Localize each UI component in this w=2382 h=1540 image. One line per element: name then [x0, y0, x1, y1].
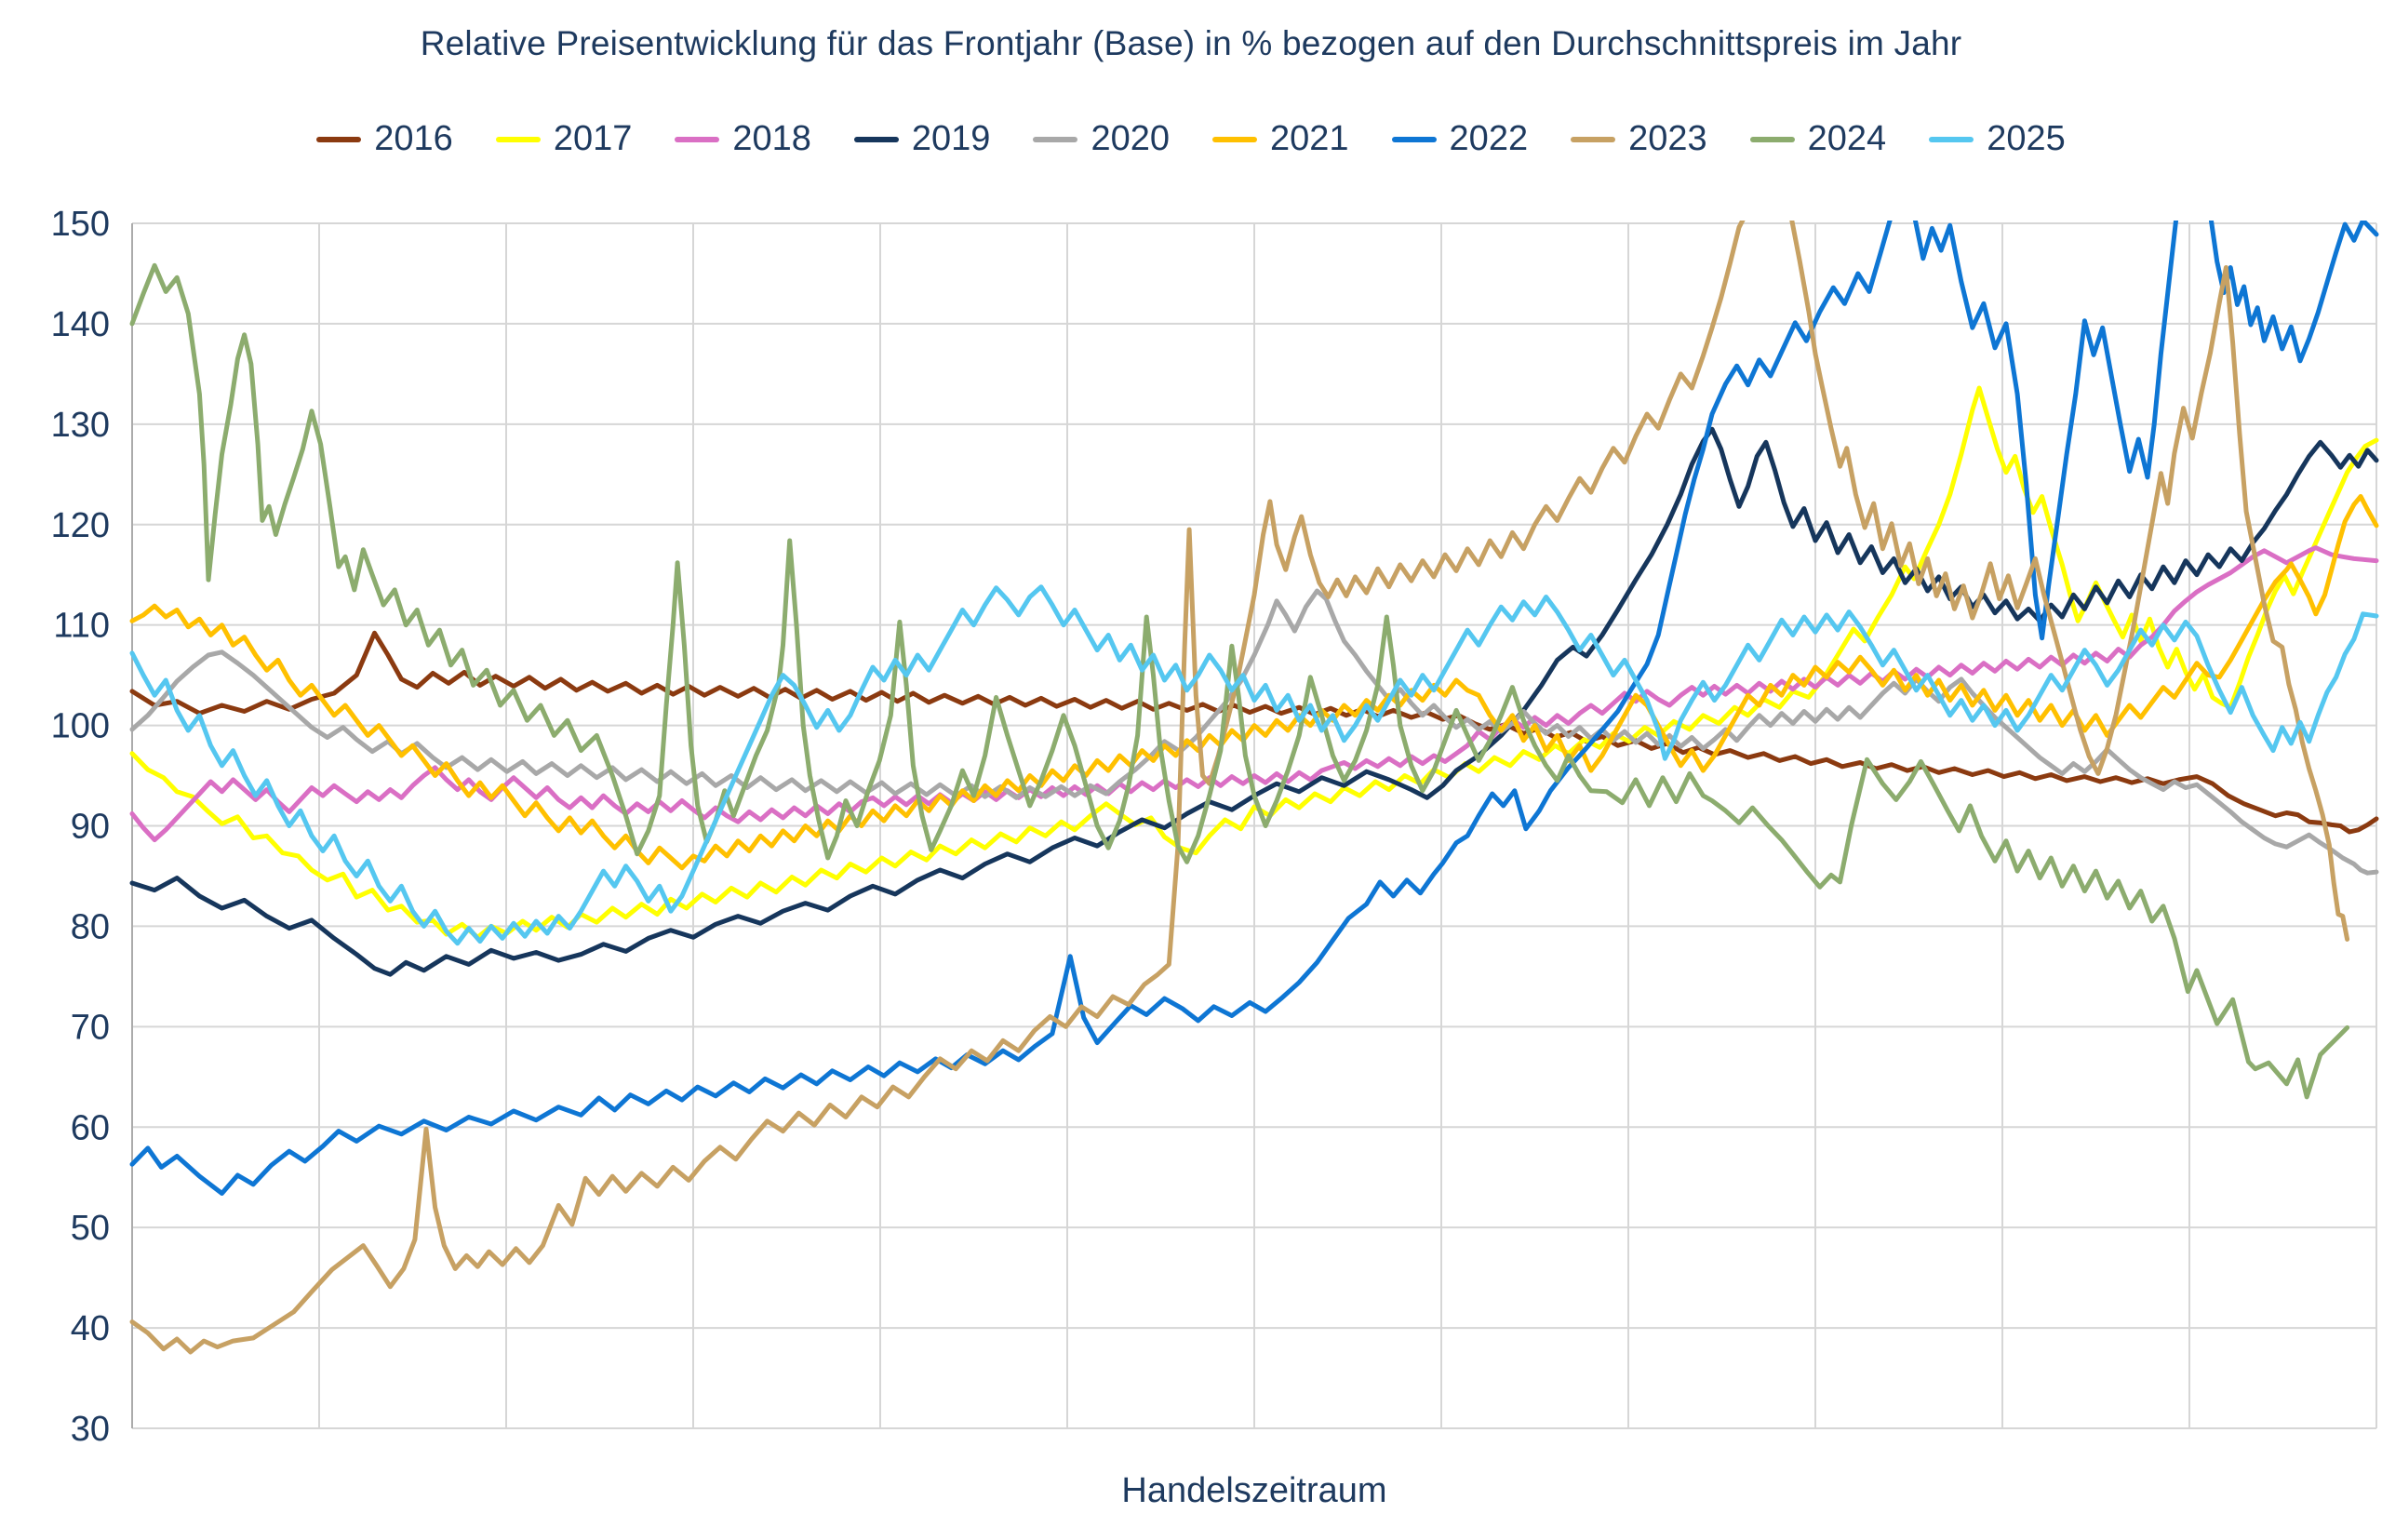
series-line-2018: [129, 545, 2379, 843]
legend-swatch-2022: [1391, 136, 1437, 142]
legend-swatch-2017: [495, 136, 541, 142]
legend-label-2024: 2024: [1807, 119, 1887, 158]
legend-label-2025: 2025: [1987, 119, 2066, 158]
legend-swatch-2023: [1571, 136, 1616, 142]
legend-swatch-2024: [1749, 136, 1795, 142]
series-line-2024: [129, 262, 2350, 1100]
series-line-2021: [129, 494, 2379, 871]
y-tick-label-70: 70: [71, 1008, 110, 1047]
series-line-2022: [129, 221, 2379, 1196]
legend-label-2016: 2016: [374, 119, 453, 158]
legend-swatch-2018: [675, 136, 720, 142]
legend-label-2023: 2023: [1628, 119, 1707, 158]
legend-label-2021: 2021: [1270, 119, 1349, 158]
y-tick-label-40: 40: [71, 1309, 110, 1348]
y-tick-label-50: 50: [71, 1209, 110, 1248]
y-tick-label-100: 100: [51, 707, 110, 746]
legend-label-2022: 2022: [1449, 119, 1529, 158]
y-tick-label-110: 110: [53, 607, 110, 646]
y-tick-label-60: 60: [71, 1108, 110, 1147]
legend-item-2019: 2019: [853, 119, 991, 159]
legend-label-2018: 2018: [732, 119, 811, 158]
chart-legend: 2016 2017 2018 2019 2020 2021 2022 2023 2024 2025: [0, 119, 2382, 159]
y-tick-label-150: 150: [51, 205, 110, 244]
chart-title: Relative Preisentwicklung für das Frontj…: [420, 24, 1962, 62]
series-line-2025: [129, 584, 2379, 946]
legend-label-2019: 2019: [911, 119, 991, 158]
legend-item-2023: 2023: [1571, 119, 1707, 159]
y-tick-label-80: 80: [71, 907, 110, 946]
x-axis-label: Handelszeitraum: [1121, 1471, 1386, 1510]
legend-item-2022: 2022: [1391, 119, 1529, 159]
legend-label-2017: 2017: [553, 119, 633, 158]
series-line-2023: [129, 221, 2350, 1355]
legend-swatch-2020: [1033, 136, 1078, 142]
legend-item-2017: 2017: [495, 119, 633, 159]
y-tick-label-30: 30: [71, 1410, 110, 1449]
legend-swatch-2025: [1929, 136, 1974, 142]
y-tick-label-140: 140: [51, 305, 110, 344]
legend-label-2020: 2020: [1091, 119, 1170, 158]
legend-item-2024: 2024: [1749, 119, 1887, 159]
y-tick-label-120: 120: [51, 506, 110, 545]
legend-item-2018: 2018: [675, 119, 811, 159]
y-tick-label-130: 130: [51, 406, 110, 445]
series-line-2019: [129, 426, 2379, 977]
y-tick-label-90: 90: [71, 808, 110, 847]
legend-swatch-2016: [316, 136, 362, 142]
legend-item-2016: 2016: [316, 119, 453, 159]
legend-item-2025: 2025: [1929, 119, 2066, 159]
legend-swatch-2019: [853, 136, 899, 142]
legend-swatch-2021: [1212, 136, 1257, 142]
legend-item-2020: 2020: [1033, 119, 1170, 159]
legend-item-2021: 2021: [1212, 119, 1349, 159]
